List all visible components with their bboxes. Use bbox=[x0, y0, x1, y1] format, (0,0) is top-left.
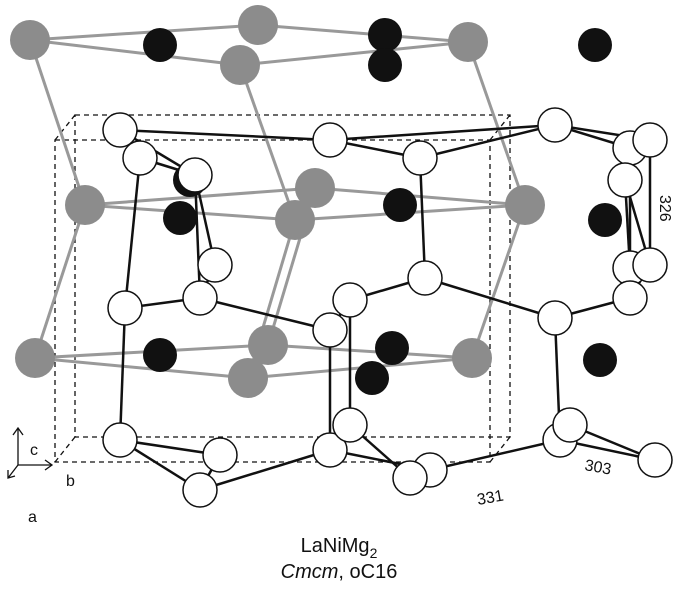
space-group: Cmcm, oC16 bbox=[281, 561, 398, 583]
bond bbox=[240, 42, 468, 65]
mg-atom bbox=[633, 248, 667, 282]
distance-label: 303 bbox=[583, 457, 612, 478]
mg-atom bbox=[403, 141, 437, 175]
mg-atom bbox=[553, 408, 587, 442]
bond bbox=[240, 65, 295, 220]
la-atom bbox=[505, 185, 545, 225]
mg-atom bbox=[393, 461, 427, 495]
mg-atom bbox=[633, 123, 667, 157]
unit-cell bbox=[55, 115, 510, 462]
distance-label: 326 bbox=[656, 195, 673, 222]
bond bbox=[468, 42, 525, 205]
ni-atoms bbox=[143, 18, 622, 395]
mg-atom bbox=[538, 108, 572, 142]
bond bbox=[258, 25, 468, 42]
bond bbox=[430, 440, 560, 470]
bond bbox=[125, 158, 140, 308]
axis-b: b bbox=[66, 473, 75, 490]
mg-atom bbox=[313, 313, 347, 347]
ni-atom bbox=[375, 331, 409, 365]
mg-atom bbox=[613, 281, 647, 315]
bond bbox=[30, 40, 240, 65]
formula-base: LaNiMg bbox=[301, 535, 370, 557]
la-atom bbox=[228, 358, 268, 398]
la-atom bbox=[65, 185, 105, 225]
bond bbox=[120, 130, 330, 140]
mg-atom bbox=[333, 283, 367, 317]
la-atom bbox=[15, 338, 55, 378]
mg-atoms bbox=[103, 108, 672, 507]
ni-atom bbox=[383, 188, 417, 222]
space-group-symbol: Cmcm bbox=[281, 561, 339, 583]
ni-atom bbox=[578, 28, 612, 62]
bond bbox=[30, 40, 85, 205]
mg-atom bbox=[538, 301, 572, 335]
mg-atom bbox=[203, 438, 237, 472]
bond bbox=[120, 308, 125, 440]
axis-a: a bbox=[28, 509, 37, 526]
separator: , bbox=[338, 561, 349, 583]
mg-atom bbox=[408, 261, 442, 295]
mg-atom bbox=[103, 113, 137, 147]
mg-atom bbox=[608, 163, 642, 197]
structure-diagram: c b a 326 331 303 LaNiMg2 Cmcm, oC16 bbox=[0, 0, 678, 585]
bond bbox=[35, 358, 248, 378]
ni-atom bbox=[588, 203, 622, 237]
la-atom bbox=[10, 20, 50, 60]
mg-atom bbox=[313, 123, 347, 157]
ni-atom bbox=[583, 343, 617, 377]
ni-atom bbox=[368, 18, 402, 52]
mg-atom bbox=[183, 281, 217, 315]
bond bbox=[268, 345, 472, 358]
la-atom bbox=[220, 45, 260, 85]
ni-atom bbox=[368, 48, 402, 82]
mg-atom bbox=[103, 423, 137, 457]
la-atom bbox=[448, 22, 488, 62]
mg-atom bbox=[123, 141, 157, 175]
ni-atom bbox=[143, 28, 177, 62]
bond bbox=[420, 158, 425, 278]
mg-atom bbox=[198, 248, 232, 282]
mg-atom bbox=[108, 291, 142, 325]
mg-atom bbox=[183, 473, 217, 507]
formula-subscript: 2 bbox=[370, 545, 378, 561]
axis-c: c bbox=[30, 442, 38, 459]
mg-atom bbox=[333, 408, 367, 442]
ni-atom bbox=[143, 338, 177, 372]
formula: LaNiMg2 bbox=[301, 535, 378, 561]
la-atom bbox=[238, 5, 278, 45]
mg-atom bbox=[178, 158, 212, 192]
ni-atom bbox=[355, 361, 389, 395]
la-atom bbox=[295, 168, 335, 208]
bond bbox=[315, 188, 525, 205]
pearson-symbol: oC16 bbox=[350, 561, 398, 583]
la-atom bbox=[452, 338, 492, 378]
bond bbox=[30, 25, 258, 40]
distance-label: 331 bbox=[476, 488, 505, 509]
mg-atom bbox=[638, 443, 672, 477]
bond bbox=[35, 205, 85, 358]
ni-atom bbox=[163, 201, 197, 235]
bond bbox=[472, 205, 525, 358]
